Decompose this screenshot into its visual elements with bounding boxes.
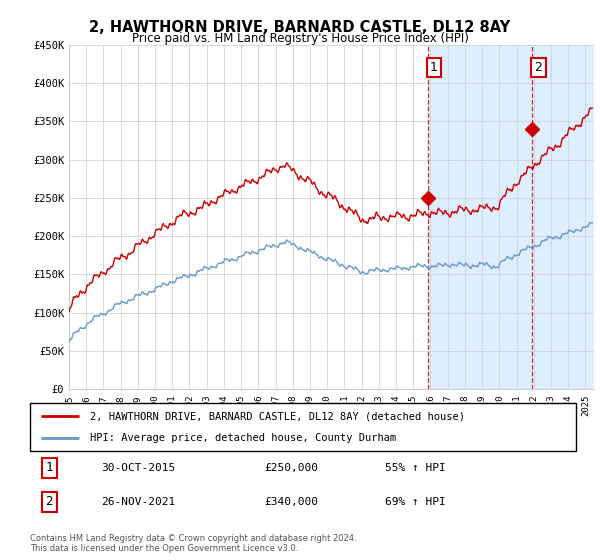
Text: 1: 1 <box>46 461 53 474</box>
Text: 30-OCT-2015: 30-OCT-2015 <box>101 463 175 473</box>
Text: 55% ↑ HPI: 55% ↑ HPI <box>385 463 446 473</box>
Text: £340,000: £340,000 <box>265 497 319 507</box>
Text: HPI: Average price, detached house, County Durham: HPI: Average price, detached house, Coun… <box>90 433 397 443</box>
Text: 2: 2 <box>535 61 542 74</box>
Text: 2: 2 <box>46 496 53 508</box>
Text: Contains HM Land Registry data © Crown copyright and database right 2024.
This d: Contains HM Land Registry data © Crown c… <box>30 534 356 553</box>
Text: 2, HAWTHORN DRIVE, BARNARD CASTLE, DL12 8AY (detached house): 2, HAWTHORN DRIVE, BARNARD CASTLE, DL12 … <box>90 411 465 421</box>
Bar <box>428 45 594 389</box>
Text: 26-NOV-2021: 26-NOV-2021 <box>101 497 175 507</box>
Text: Price paid vs. HM Land Registry's House Price Index (HPI): Price paid vs. HM Land Registry's House … <box>131 32 469 45</box>
FancyBboxPatch shape <box>30 403 576 451</box>
Text: £250,000: £250,000 <box>265 463 319 473</box>
Text: 69% ↑ HPI: 69% ↑ HPI <box>385 497 446 507</box>
Text: 1: 1 <box>430 61 438 74</box>
Text: 2, HAWTHORN DRIVE, BARNARD CASTLE, DL12 8AY: 2, HAWTHORN DRIVE, BARNARD CASTLE, DL12 … <box>89 20 511 35</box>
